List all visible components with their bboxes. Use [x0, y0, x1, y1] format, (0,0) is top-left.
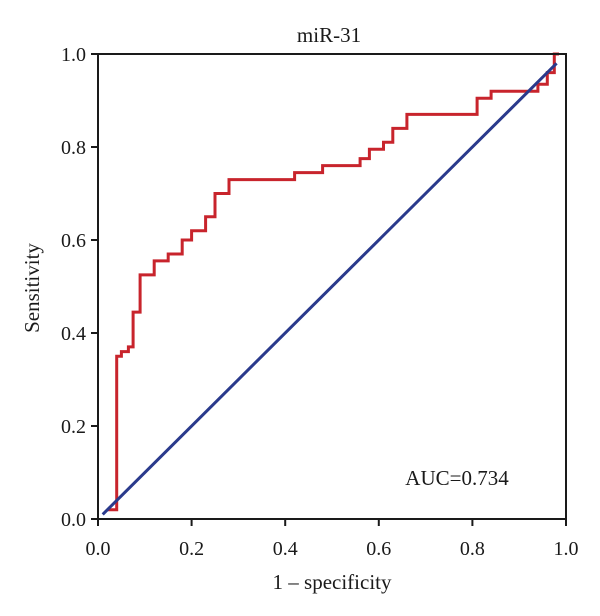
y-tick-label: 0.0: [61, 509, 86, 531]
roc-curve: [107, 52, 559, 512]
y-tick-label: 0.2: [61, 416, 86, 438]
y-tick-label: 1.0: [61, 44, 86, 66]
y-axis: 0.0 0.2 0.4 0.6 0.8 1.0: [61, 44, 98, 531]
x-axis: 0.0 0.2 0.4 0.6 0.8 1.0: [86, 519, 579, 560]
y-tick-label: 0.6: [61, 230, 86, 252]
y-tick-label: 0.4: [61, 323, 86, 345]
plot-area: [97, 52, 567, 520]
x-tick-label: 0.2: [179, 538, 204, 560]
x-tick-label: 0.0: [86, 538, 111, 560]
auc-annotation: AUC=0.734: [405, 466, 509, 490]
x-tick-label: 0.6: [366, 538, 391, 560]
x-tick-label: 0.8: [460, 538, 485, 560]
reference-diagonal: [101, 62, 558, 516]
x-tick-label: 1.0: [554, 538, 579, 560]
y-tick-label: 0.8: [61, 137, 86, 159]
y-axis-label: Sensitivity: [20, 243, 44, 333]
series-layer: [101, 52, 559, 516]
x-tick-label: 0.4: [273, 538, 298, 560]
chart-title: miR-31: [297, 23, 361, 47]
x-axis-label: 1 – specificity: [273, 570, 392, 594]
plot-frame: [97, 53, 567, 520]
